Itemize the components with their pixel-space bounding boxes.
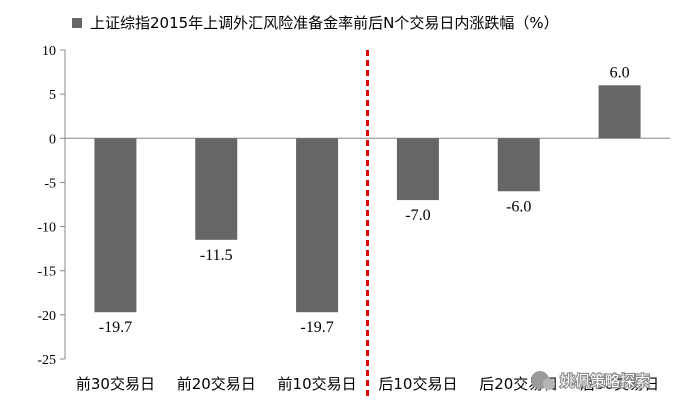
y-tick-label: -15 [37, 265, 56, 280]
bar [396, 138, 439, 201]
y-tick-label: 0 [49, 132, 56, 147]
legend: 上证综指2015年上调外汇风险准备金率前后N个交易日内涨跌幅（%） [72, 14, 559, 32]
x-tick-label: 后10交易日 [378, 375, 457, 393]
x-tick-label: 后30交易日 [580, 375, 659, 393]
wechat-icon-dot [543, 378, 555, 390]
y-tick-label: 10 [42, 44, 56, 59]
y-tick-label: -10 [37, 221, 56, 236]
y-tick-label: -20 [37, 309, 56, 324]
bar [94, 138, 137, 313]
data-label: -11.5 [200, 247, 233, 264]
y-tick-label: -25 [37, 353, 56, 368]
x-tick-label: 前10交易日 [278, 375, 357, 393]
data-label: -6.0 [506, 198, 531, 215]
bar [598, 85, 641, 139]
y-tick-label: -5 [44, 176, 56, 191]
x-tick-label: 前30交易日 [76, 375, 155, 393]
bar [296, 138, 339, 313]
watermark: 姚佩策略探索 [531, 371, 651, 391]
legend-label: 上证综指2015年上调外汇风险准备金率前后N个交易日内涨跌幅（%） [90, 14, 559, 32]
y-ticks: 10 5 0 -5 -10 -15 -20 -25 [37, 44, 65, 368]
data-label: 6.0 [610, 64, 630, 81]
bar [195, 138, 238, 240]
x-tick-label: 前20交易日 [177, 375, 256, 393]
bar [497, 138, 540, 192]
x-tick-labels: 前30交易日 前20交易日 前10交易日 后10交易日 后20交易日 后30交易日 [76, 375, 659, 393]
watermark-text: 姚佩策略探索 [560, 372, 650, 390]
bars: -19.7 -11.5 -19.7 -7.0 -6.0 6.0 [94, 64, 641, 336]
data-label: -7.0 [405, 207, 430, 224]
legend-swatch [72, 18, 82, 28]
data-label: -19.7 [99, 319, 132, 336]
data-label: -19.7 [300, 319, 333, 336]
y-tick-label: 5 [49, 88, 56, 103]
